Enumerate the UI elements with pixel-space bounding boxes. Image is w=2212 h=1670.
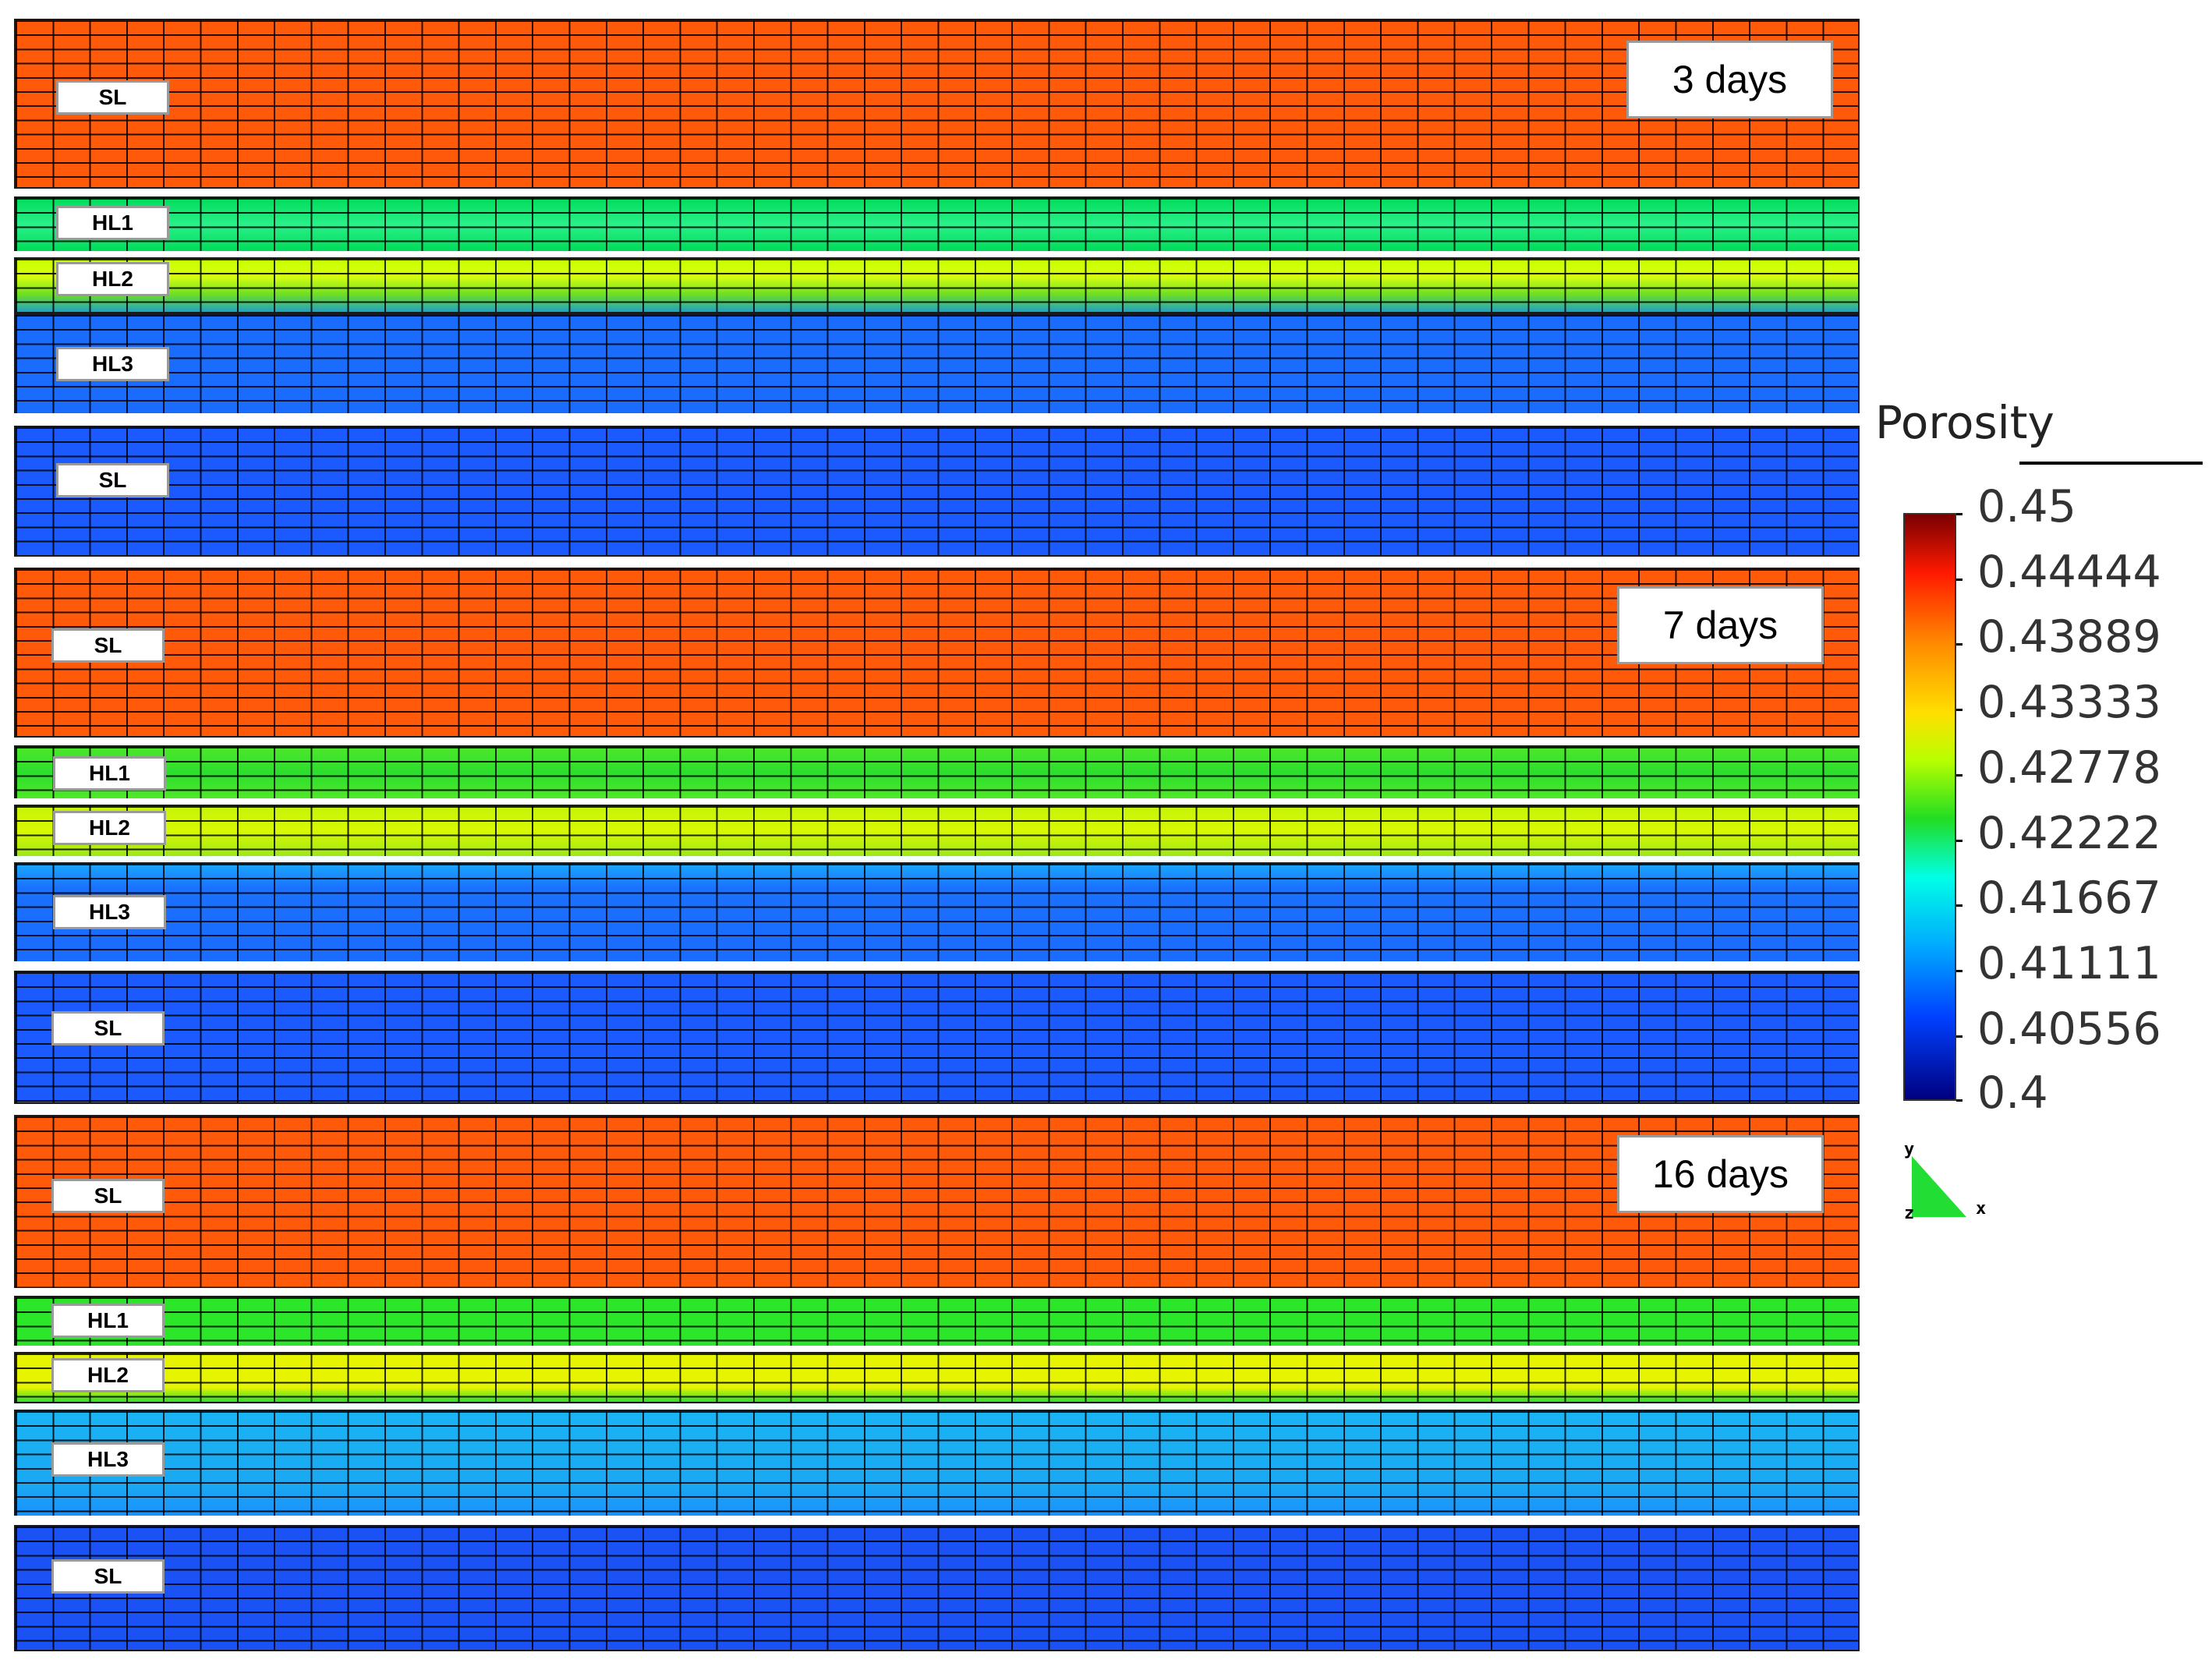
- colorbar-tick: [1956, 513, 1962, 515]
- axis-z-label: z: [1904, 1204, 1914, 1223]
- layer-label-hl2: HL2: [56, 262, 169, 296]
- colorbar-tick: [1956, 840, 1962, 842]
- panel-3-days: SL HL1 HL2 HL3 SL 3 days: [14, 19, 1860, 557]
- colorbar-tick-label: 0.42222: [1977, 808, 2161, 859]
- sl-bottom-band: [14, 1525, 1860, 1651]
- sl-top-band: [14, 1115, 1860, 1291]
- colorbar-tick: [1956, 1035, 1962, 1038]
- sl-bottom-band: [14, 971, 1860, 1104]
- separator: [14, 251, 1860, 257]
- layer-label-sl-bottom: SL: [51, 1559, 165, 1594]
- layer-label-sl-bottom: SL: [51, 1011, 165, 1046]
- colorbar-tick-label: 0.44444: [1977, 547, 2161, 598]
- separator: [14, 189, 1860, 196]
- sl-bottom-band: [14, 426, 1860, 557]
- layer-label-hl1: HL1: [51, 1304, 165, 1338]
- time-label: 7 days: [1617, 586, 1824, 664]
- separator: [14, 1516, 1860, 1525]
- hl3-band: [14, 1410, 1860, 1519]
- hl2-band: [14, 1352, 1860, 1403]
- colorbar-tick: [1956, 1099, 1962, 1102]
- colorbar-tick-label: 0.43333: [1977, 677, 2161, 728]
- hl2-band: [14, 805, 1860, 858]
- time-label: 3 days: [1626, 41, 1833, 119]
- panel-7-days: SL HL1 HL2 HL3 SL 7 days: [14, 568, 1860, 1104]
- layer-label-hl1: HL1: [53, 756, 166, 791]
- separator: [14, 1403, 1860, 1410]
- separator: [14, 961, 1860, 971]
- separator: [14, 856, 1860, 862]
- legend-title: Porosity: [1875, 396, 2055, 449]
- colorbar-tick: [1956, 709, 1962, 711]
- sl-top-band: [14, 19, 1860, 189]
- axis-triad-icon: y z x: [1904, 1142, 1986, 1223]
- hl2-band: [14, 257, 1860, 313]
- sl-top-band: [14, 568, 1860, 738]
- colorbar-tick: [1956, 970, 1962, 972]
- hl3-band: [14, 313, 1860, 432]
- axis-x-label: x: [1976, 1199, 1986, 1219]
- layer-label-hl3: HL3: [53, 895, 166, 929]
- colorbar-tick-label: 0.42778: [1977, 742, 2161, 794]
- hl3-band: [14, 862, 1860, 965]
- layer-label-hl3: HL3: [51, 1442, 165, 1477]
- layer-label-sl-top: SL: [51, 628, 165, 663]
- time-label: 16 days: [1617, 1135, 1824, 1213]
- panel-16-days: SL HL1 HL2 HL3 SL 16 days: [14, 1115, 1860, 1651]
- colorbar-tick-label: 0.45: [1977, 481, 2076, 532]
- colorbar-tick-label: 0.41667: [1977, 872, 2161, 924]
- colorbar-tick: [1956, 578, 1962, 581]
- separator: [14, 1288, 1860, 1296]
- layer-label-hl2: HL2: [53, 811, 166, 845]
- legend-title-rule: [2019, 462, 2203, 465]
- separator: [14, 738, 1860, 745]
- hl1-band: [14, 196, 1860, 253]
- layer-label-sl-top: SL: [56, 80, 169, 115]
- axis-y-label: y: [1904, 1142, 1914, 1159]
- axis-triad-shape: [1912, 1156, 1966, 1217]
- layer-label-hl2: HL2: [51, 1358, 165, 1392]
- colorbar-tick: [1956, 904, 1962, 907]
- layer-label-hl3: HL3: [56, 347, 169, 381]
- layer-label-hl1: HL1: [56, 206, 169, 240]
- separator: [14, 1346, 1860, 1352]
- porosity-colorbar: [1903, 513, 1956, 1101]
- hl1-band: [14, 1296, 1860, 1347]
- colorbar-tick-label: 0.41111: [1977, 938, 2161, 989]
- layer-label-sl-top: SL: [51, 1179, 165, 1213]
- separator: [14, 413, 1860, 426]
- colorbar-tick: [1956, 774, 1962, 777]
- colorbar-tick-label: 0.4: [1977, 1067, 2048, 1119]
- layer-label-sl-bottom: SL: [56, 463, 169, 497]
- separator: [14, 798, 1860, 805]
- hl1-band: [14, 745, 1860, 801]
- colorbar-tick-label: 0.40556: [1977, 1003, 2161, 1055]
- colorbar-tick-label: 0.43889: [1977, 611, 2161, 663]
- colorbar-tick: [1956, 643, 1962, 646]
